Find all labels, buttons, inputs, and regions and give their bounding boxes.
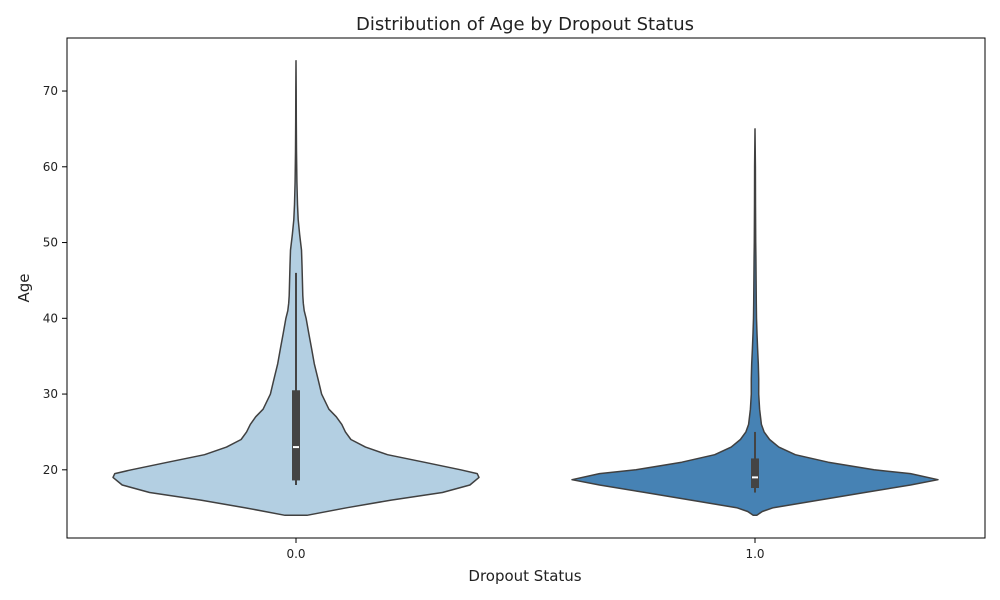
y-axis-label: Age	[15, 273, 33, 302]
y-tick-label: 20	[43, 463, 58, 477]
chart-title: Distribution of Age by Dropout Status	[356, 14, 694, 35]
y-tick-label: 40	[43, 311, 58, 325]
y-tick-label: 70	[43, 84, 58, 98]
violin-1.0	[571, 128, 939, 517]
box-layer	[292, 272, 759, 493]
x-tick-label: 1.0	[745, 547, 764, 561]
x-axis-ticks: 0.0 1.0	[286, 538, 765, 561]
y-tick-label: 30	[43, 387, 58, 401]
iqr-box-0.0	[292, 390, 300, 481]
violin-layer	[112, 59, 939, 517]
x-tick-label: 0.0	[286, 547, 305, 561]
iqr-box-1.0	[751, 458, 759, 488]
y-tick-label: 50	[43, 236, 58, 250]
plot-area-frame	[66, 37, 986, 539]
y-tick-label: 60	[43, 160, 58, 174]
x-axis-label: Dropout Status	[468, 567, 581, 585]
y-axis-ticks: 20 30 40 50 60 70	[43, 84, 67, 477]
